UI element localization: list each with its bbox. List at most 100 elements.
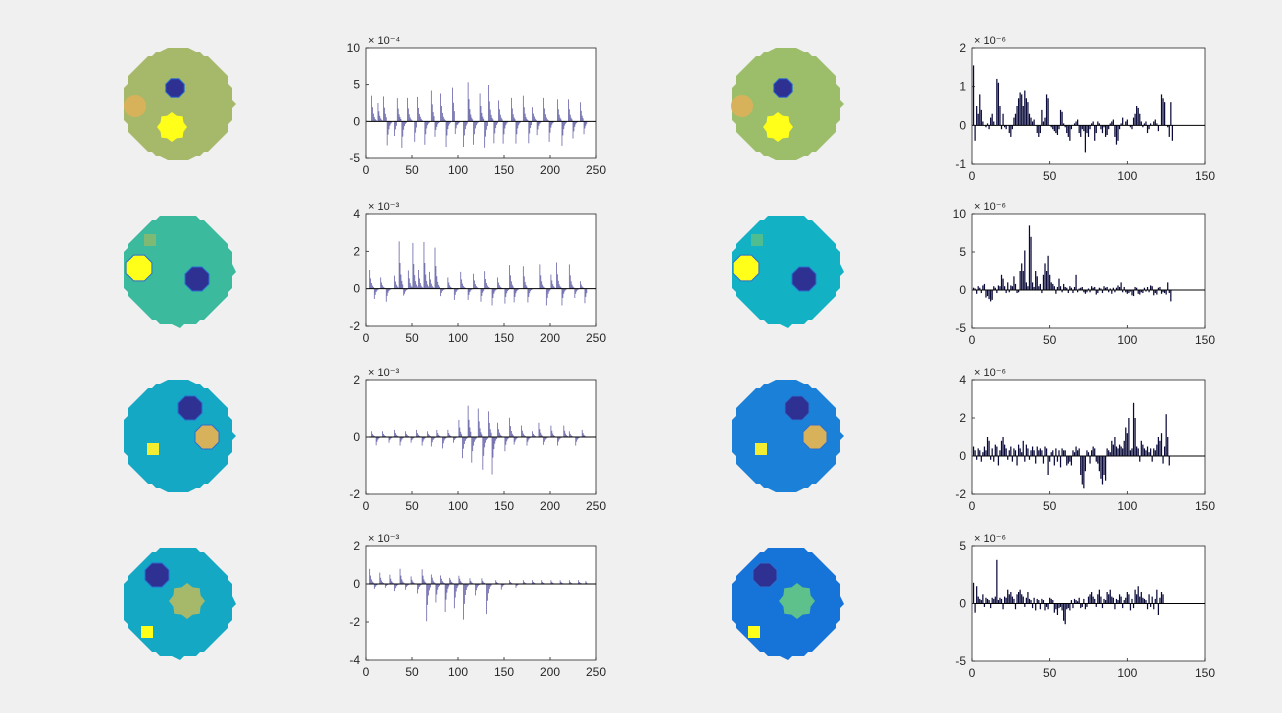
bar	[452, 87, 453, 122]
bar	[1159, 286, 1161, 290]
bar	[509, 417, 510, 437]
inclusion	[732, 254, 760, 282]
x-tick-label: 0	[363, 665, 370, 679]
bar	[429, 584, 430, 591]
bar	[1055, 125, 1057, 134]
bar	[423, 579, 425, 584]
bar	[441, 581, 443, 584]
bar	[1053, 603, 1055, 613]
bar	[1070, 125, 1073, 130]
inclusion	[124, 95, 146, 117]
bar	[413, 264, 415, 289]
bar	[495, 580, 497, 584]
bar	[426, 121, 428, 129]
bar	[389, 574, 391, 584]
bar	[487, 584, 489, 594]
bar	[1120, 123, 1122, 126]
bar	[1120, 446, 1122, 456]
bar	[990, 117, 992, 126]
bar	[395, 121, 396, 130]
bar	[459, 427, 461, 437]
bar	[1025, 282, 1027, 290]
y-tick-label: 10	[953, 207, 967, 221]
bar	[450, 435, 452, 437]
bar	[1028, 456, 1031, 460]
bar	[437, 281, 439, 289]
bar	[469, 288, 471, 293]
bar	[579, 581, 580, 584]
bar	[976, 290, 978, 294]
bar	[424, 437, 426, 439]
bar	[560, 581, 562, 584]
bar	[991, 290, 993, 300]
bar	[400, 274, 402, 289]
bar	[417, 584, 418, 594]
bar	[1125, 427, 1127, 456]
bar	[493, 121, 495, 144]
bar	[492, 288, 494, 298]
y-exponent-label: × 10⁻⁶	[974, 533, 1006, 545]
bar	[449, 577, 451, 584]
bar	[1157, 603, 1160, 615]
x-tick-label: 50	[1043, 666, 1057, 680]
bar	[506, 437, 508, 442]
bar	[568, 99, 569, 122]
bar	[542, 435, 544, 437]
bar	[1097, 290, 1099, 294]
x-tick-label: 100	[448, 665, 468, 679]
bar	[423, 242, 425, 289]
bar	[1038, 600, 1040, 604]
bar	[475, 437, 476, 440]
y-tick-label: -5	[349, 151, 360, 165]
bar	[556, 274, 558, 289]
bar	[1114, 437, 1116, 456]
bar	[1084, 456, 1087, 472]
bar	[404, 288, 406, 294]
y-tick-label: -2	[349, 487, 360, 501]
bar	[474, 437, 475, 442]
bar	[546, 288, 548, 298]
bar	[418, 278, 420, 289]
bar	[375, 120, 377, 122]
bar	[1132, 402, 1135, 456]
bar	[579, 582, 581, 584]
x-tick-label: 0	[969, 499, 976, 513]
bar	[1030, 236, 1032, 290]
bar	[407, 435, 408, 437]
bar	[1108, 125, 1110, 130]
bar	[1131, 125, 1133, 130]
bar	[481, 288, 483, 296]
bar	[382, 285, 383, 289]
bar	[444, 437, 446, 439]
bar	[447, 277, 449, 289]
bar	[1112, 287, 1114, 290]
inclusion	[751, 234, 763, 246]
bar	[462, 437, 463, 459]
bar	[991, 448, 993, 456]
bar	[1066, 603, 1068, 610]
bar	[1128, 290, 1130, 294]
bar	[419, 116, 421, 122]
y-tick-label: -1	[955, 157, 966, 171]
bar	[1117, 448, 1119, 456]
bar	[431, 437, 433, 443]
bar	[1150, 285, 1152, 290]
bar	[426, 584, 428, 622]
bar	[552, 582, 554, 584]
bar	[1066, 125, 1068, 134]
bar	[453, 437, 454, 443]
bar	[390, 437, 392, 439]
bar	[1154, 598, 1156, 604]
bar	[474, 280, 475, 289]
bar	[583, 121, 585, 135]
bar	[495, 121, 497, 128]
bar	[510, 97, 512, 122]
bar	[1142, 290, 1144, 294]
bar	[1109, 288, 1111, 290]
bar	[498, 429, 499, 437]
bar	[489, 109, 491, 122]
bar	[374, 584, 376, 588]
bar	[578, 580, 579, 584]
bar	[442, 116, 444, 122]
signal-chart: 0 50 100 150 200 250-202 × 10⁻³	[349, 367, 606, 513]
